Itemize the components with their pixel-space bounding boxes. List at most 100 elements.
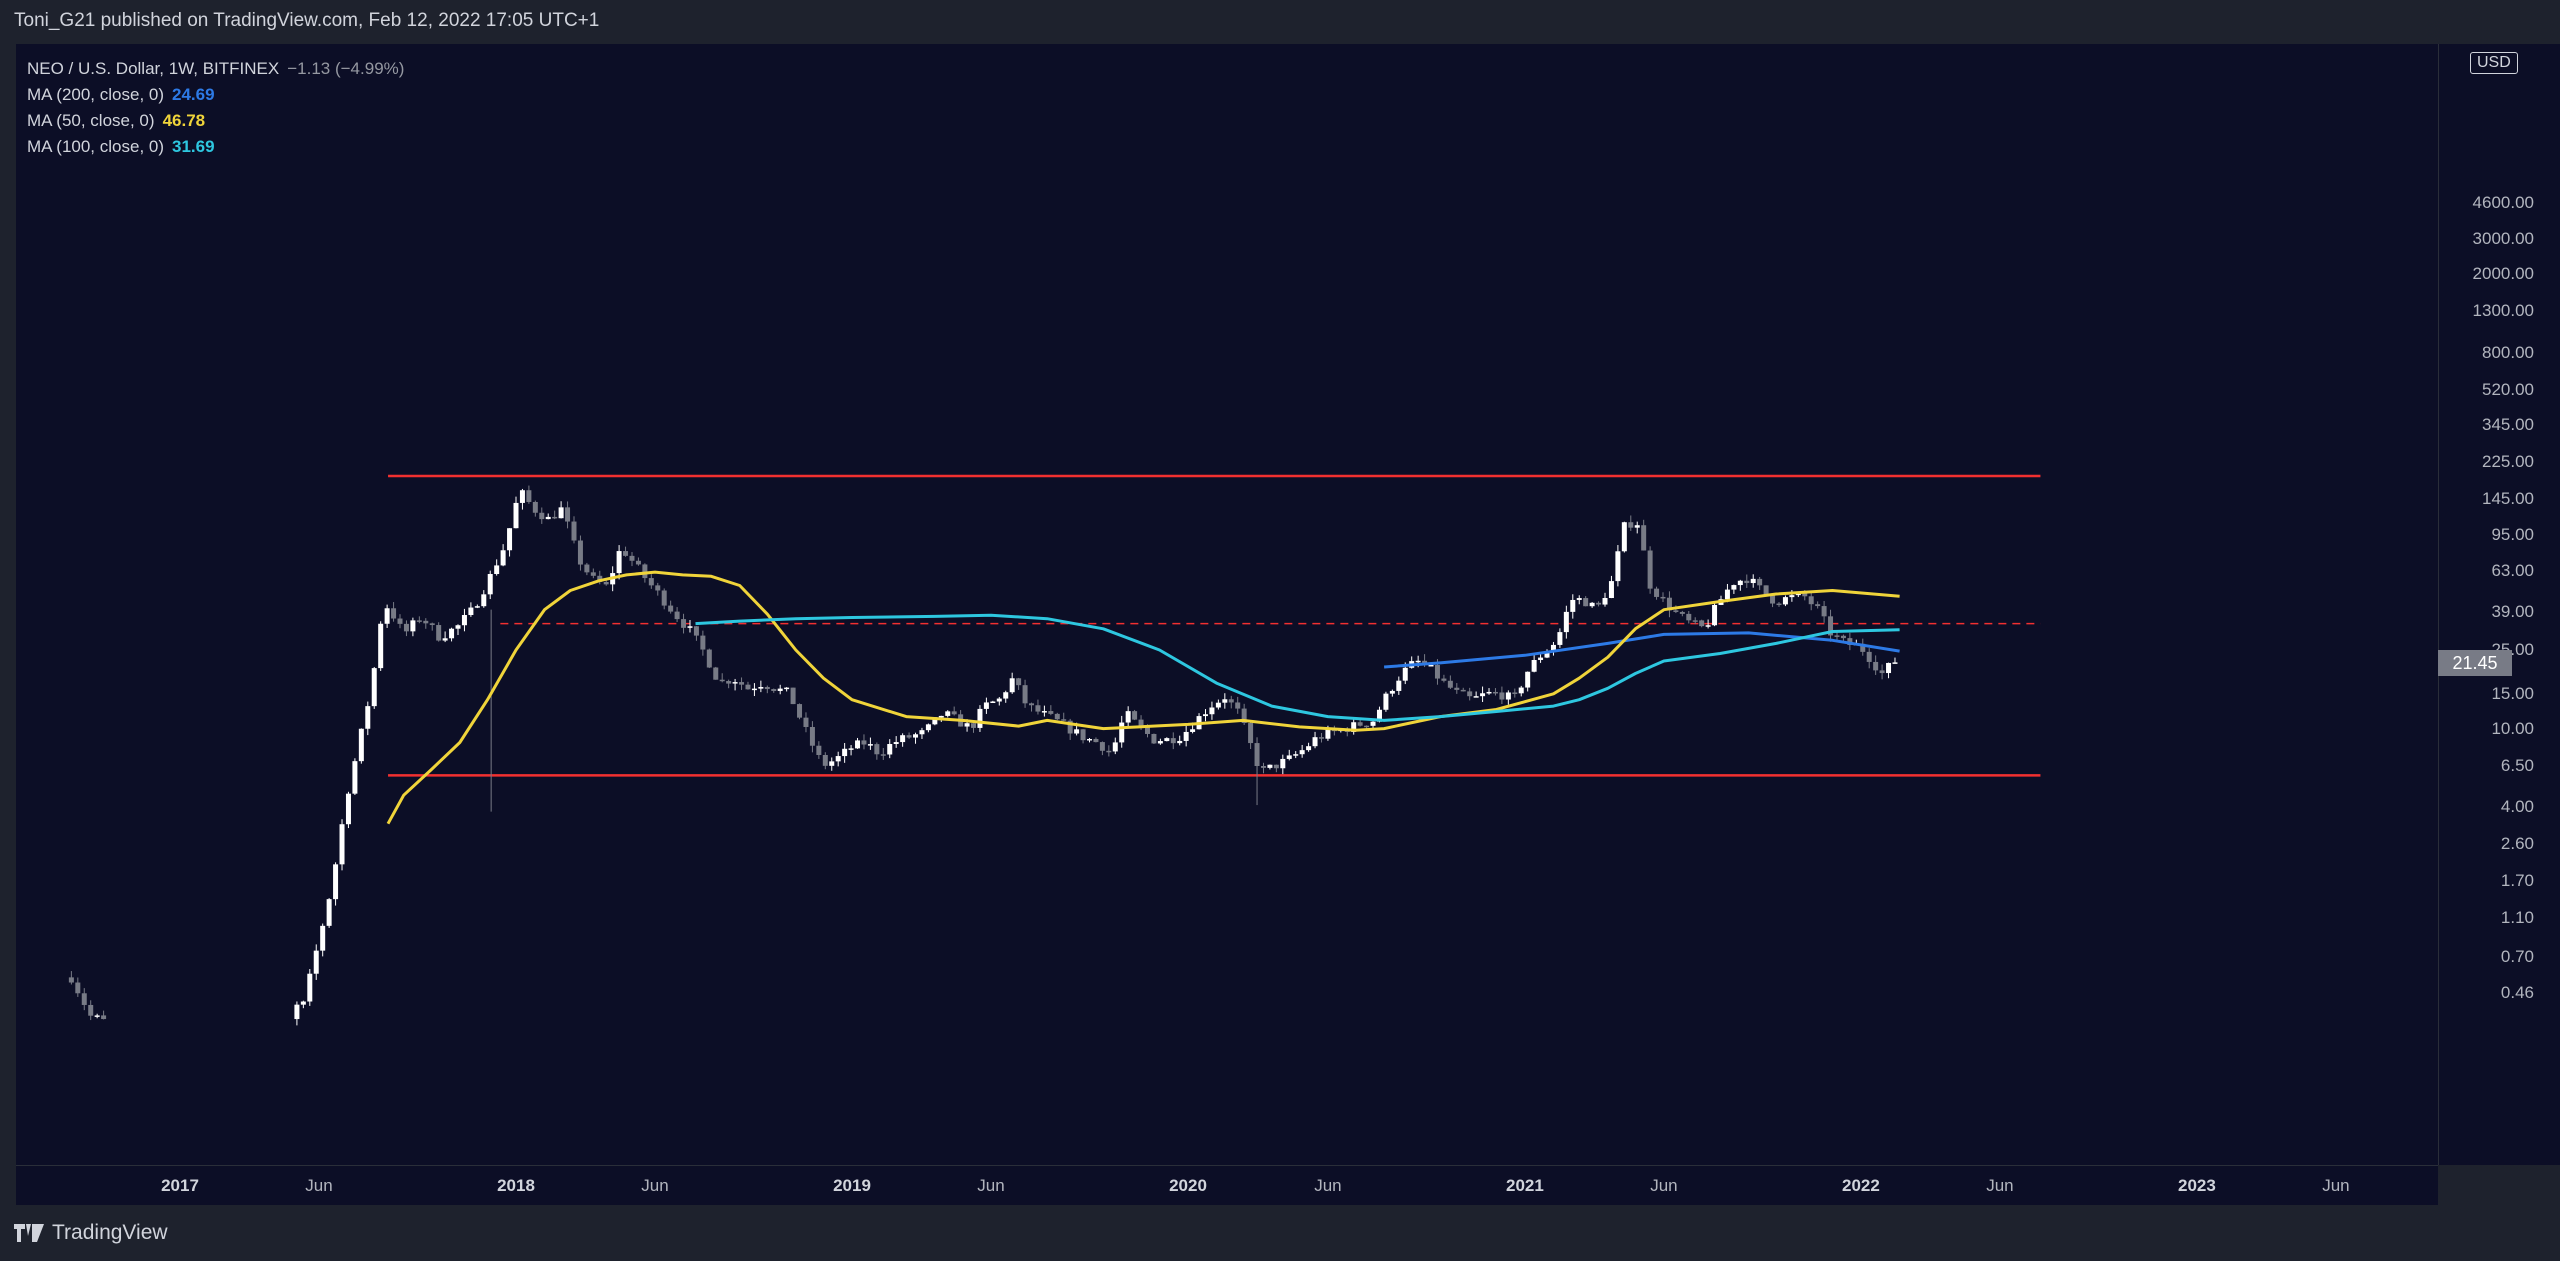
candle-down — [1235, 702, 1241, 709]
candle-down — [1770, 594, 1776, 604]
top-bar: Toni_G21 published on TradingView.com, F… — [0, 0, 2560, 44]
candle-down — [668, 605, 674, 612]
time-axis-tick: Jun — [2322, 1176, 2350, 1195]
candle-down — [642, 564, 648, 579]
candle-up — [1544, 651, 1550, 658]
candle-up — [1325, 729, 1331, 739]
candle-up — [294, 1004, 300, 1020]
price-axis-tick: 1.10 — [2500, 907, 2534, 927]
candle-down — [1763, 585, 1769, 595]
candle-down — [1744, 580, 1750, 584]
ma-line-50[interactable] — [386, 570, 1900, 825]
candle-down — [1454, 687, 1460, 690]
candle-down — [532, 501, 538, 513]
candle-down — [1660, 596, 1666, 599]
candle-down — [101, 1015, 107, 1020]
time-axis-tick: 2023 — [2177, 1176, 2216, 1195]
candle-up — [326, 899, 332, 926]
candle-down — [1828, 616, 1834, 636]
candle-up — [410, 620, 416, 632]
candle-down — [1016, 678, 1022, 686]
candle-down — [1499, 692, 1505, 700]
candle-up — [1202, 714, 1208, 717]
candle-down — [565, 507, 571, 522]
candle-up — [1383, 693, 1389, 710]
candle-up — [1531, 659, 1537, 672]
ma-line-200[interactable] — [1383, 631, 1900, 669]
candle-down — [713, 667, 719, 680]
legend-symbol: NEO / U.S. Dollar, 1W, BITFINEX — [27, 59, 280, 78]
candle-up — [1550, 644, 1556, 652]
chart-area[interactable] — [16, 44, 2438, 1165]
candle-up — [751, 688, 757, 691]
candle-down — [1686, 613, 1692, 621]
candle-down — [861, 740, 867, 745]
candle-up — [990, 701, 996, 704]
candle-up — [1576, 598, 1582, 600]
candle-up — [867, 744, 873, 746]
candle-down — [1654, 588, 1660, 597]
candle-up — [1621, 522, 1627, 552]
candle-down — [1628, 522, 1634, 528]
candle-up — [1280, 758, 1286, 769]
time-axis-tick: 2020 — [1169, 1176, 1207, 1195]
brand-label: TradingView — [52, 1221, 168, 1244]
legend-ma100-label: MA (100, close, 0) — [27, 137, 165, 156]
candle-up — [784, 687, 790, 690]
candle-down — [75, 982, 81, 994]
legend-ma100-value: 31.69 — [172, 137, 215, 156]
candle-down — [1138, 719, 1144, 727]
candle-up — [848, 748, 854, 750]
candle-down — [1666, 597, 1672, 611]
candle-up — [1892, 662, 1898, 664]
ma-line-100[interactable] — [695, 613, 1900, 722]
candle-up — [1299, 750, 1305, 755]
currency-label[interactable]: USD — [2470, 52, 2518, 74]
legend-ma100-row[interactable]: MA (100, close, 0) 31.69 — [27, 134, 404, 160]
candle-up — [345, 793, 351, 825]
price-axis-tick: 6.50 — [2500, 755, 2534, 775]
candle-down — [1067, 720, 1073, 734]
candle-up — [358, 728, 364, 762]
candle-up — [1518, 687, 1524, 694]
candle-up — [1074, 729, 1080, 734]
candle-down — [822, 755, 828, 766]
chart-legend: NEO / U.S. Dollar, 1W, BITFINEX −1.13 (−4… — [27, 56, 404, 160]
candle-up — [1312, 737, 1318, 747]
candle-down — [1873, 661, 1879, 671]
candle-down — [1318, 737, 1324, 739]
price-axis[interactable] — [2438, 44, 2560, 1165]
candle-up — [900, 735, 906, 743]
candle-down — [603, 581, 609, 585]
candle-up — [945, 711, 951, 716]
candle-down — [1093, 738, 1099, 743]
candle-down — [416, 620, 422, 622]
time-axis-tick: 2019 — [833, 1176, 871, 1195]
legend-ma200-row[interactable]: MA (200, close, 0) 24.69 — [27, 82, 404, 108]
candle-up — [1190, 729, 1196, 732]
candle-up — [1486, 691, 1492, 694]
candle-up — [1557, 632, 1563, 645]
candle-down — [1132, 711, 1138, 720]
candle-up — [1215, 702, 1221, 708]
candle-up — [1003, 692, 1009, 699]
candle-down — [971, 723, 977, 728]
candle-up — [339, 824, 345, 865]
candle-down — [552, 516, 558, 519]
time-axis-tick: 2021 — [1505, 1176, 1544, 1195]
candle-down — [1840, 635, 1846, 639]
candle-down — [816, 745, 822, 756]
candle-down — [423, 620, 429, 624]
candle-down — [623, 551, 629, 556]
time-axis[interactable] — [16, 1165, 2438, 1205]
time-axis-tick: Jun — [1314, 1176, 1342, 1195]
tradingview-brand[interactable]: TradingView — [14, 1221, 168, 1245]
legend-symbol-row[interactable]: NEO / U.S. Dollar, 1W, BITFINEX −1.13 (−4… — [27, 56, 404, 82]
candle-down — [726, 681, 732, 684]
candle-up — [887, 744, 893, 755]
candle-up — [1589, 602, 1595, 607]
candle-up — [1389, 690, 1395, 694]
candle-down — [429, 623, 435, 626]
legend-ma50-row[interactable]: MA (50, close, 0) 46.78 — [27, 108, 404, 134]
time-axis-tick: Jun — [641, 1176, 669, 1195]
